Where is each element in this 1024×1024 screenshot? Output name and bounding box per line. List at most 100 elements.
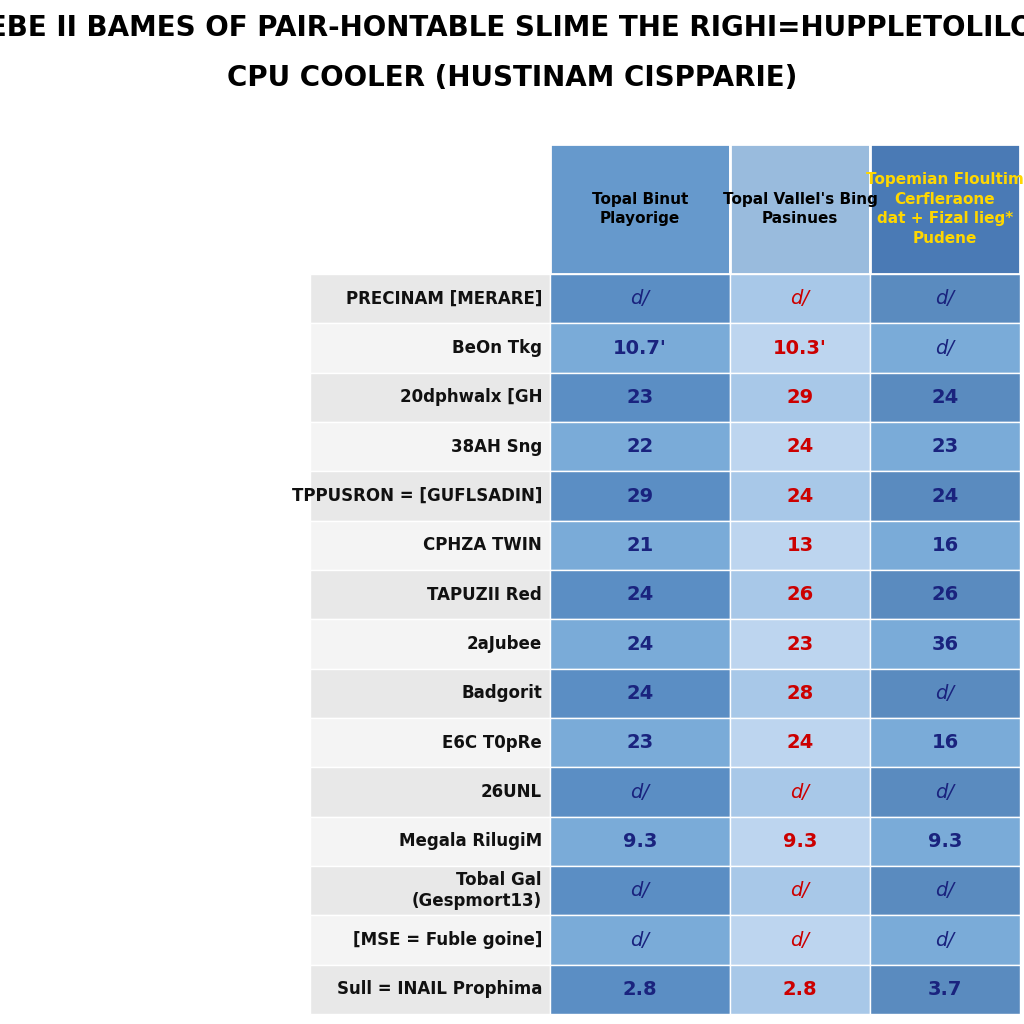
Bar	[310, 866, 550, 915]
Bar	[730, 620, 870, 669]
Bar	[550, 422, 730, 471]
Text: TAPUZII Red: TAPUZII Red	[427, 586, 542, 604]
Bar	[730, 422, 870, 471]
Bar	[730, 570, 870, 620]
Text: CPU COOLER (HUSTINAM CISPPARIE): CPU COOLER (HUSTINAM CISPPARIE)	[226, 63, 798, 92]
Bar	[310, 817, 550, 866]
Text: d/: d/	[631, 931, 649, 949]
Bar	[870, 324, 1020, 373]
Text: 24: 24	[627, 635, 653, 653]
Bar	[550, 274, 730, 324]
Text: TPPUSRON = [GUFLSADIN]: TPPUSRON = [GUFLSADIN]	[292, 487, 542, 505]
Bar	[550, 620, 730, 669]
Bar	[550, 570, 730, 620]
Bar	[550, 324, 730, 373]
Text: 23: 23	[627, 388, 653, 407]
Text: 2.8: 2.8	[623, 980, 657, 998]
Text: Topal Vallel's Bing
Pasinues: Topal Vallel's Bing Pasinues	[723, 191, 878, 226]
Text: 3.7: 3.7	[928, 980, 963, 998]
Text: d/: d/	[791, 289, 810, 308]
Text: CPHZA TWIN: CPHZA TWIN	[423, 537, 542, 554]
Text: 16: 16	[932, 536, 958, 555]
Bar	[870, 373, 1020, 422]
Text: TEBE II BAMES OF PAIR-HONTABLE SLIME THE RIGHI=HUPPLETOLILOR: TEBE II BAMES OF PAIR-HONTABLE SLIME THE…	[0, 14, 1024, 42]
Bar	[870, 620, 1020, 669]
Bar	[870, 965, 1020, 1014]
Text: d/: d/	[936, 931, 954, 949]
Bar	[730, 915, 870, 965]
Bar	[730, 471, 870, 520]
Text: 20dphwalx [GH: 20dphwalx [GH	[399, 388, 542, 407]
Text: 10.7': 10.7'	[613, 339, 667, 357]
Bar	[870, 570, 1020, 620]
Text: PRECINAM [MERARE]: PRECINAM [MERARE]	[346, 290, 542, 307]
Text: d/: d/	[936, 289, 954, 308]
Text: 21: 21	[627, 536, 653, 555]
Text: Sull = INAIL Prophima: Sull = INAIL Prophima	[337, 980, 542, 998]
Text: d/: d/	[791, 931, 810, 949]
Bar	[310, 520, 550, 570]
Bar	[870, 471, 1020, 520]
Bar	[730, 669, 870, 718]
Bar	[310, 718, 550, 767]
Text: 24: 24	[932, 486, 958, 506]
Text: 26: 26	[786, 585, 814, 604]
Bar	[870, 866, 1020, 915]
Bar	[870, 520, 1020, 570]
Text: 26UNL: 26UNL	[481, 783, 542, 801]
Bar	[550, 520, 730, 570]
Text: d/: d/	[936, 882, 954, 900]
Text: 24: 24	[786, 733, 814, 753]
Bar	[870, 274, 1020, 324]
Bar	[730, 144, 870, 274]
Bar	[550, 965, 730, 1014]
Text: E6C T0pRe: E6C T0pRe	[442, 733, 542, 752]
Bar	[550, 767, 730, 817]
Text: d/: d/	[631, 882, 649, 900]
Text: 22: 22	[627, 437, 653, 456]
Bar	[310, 373, 550, 422]
Bar	[730, 373, 870, 422]
Bar	[310, 620, 550, 669]
Text: 10.3': 10.3'	[773, 339, 827, 357]
Bar	[870, 718, 1020, 767]
Bar	[870, 915, 1020, 965]
Text: 24: 24	[627, 684, 653, 702]
Text: 23: 23	[786, 635, 813, 653]
Text: 24: 24	[627, 585, 653, 604]
Text: BeOn Tkg: BeOn Tkg	[452, 339, 542, 357]
Text: 9.3: 9.3	[623, 831, 657, 851]
Text: 9.3: 9.3	[928, 831, 963, 851]
Bar	[870, 422, 1020, 471]
Bar	[310, 767, 550, 817]
Bar	[550, 669, 730, 718]
Text: Topemian Floultim
Cerfleraone
dat + Fizal lieg*
Pudene: Topemian Floultim Cerfleraone dat + Fiza…	[866, 172, 1024, 246]
Bar	[870, 817, 1020, 866]
Bar	[730, 718, 870, 767]
Bar	[870, 669, 1020, 718]
Text: 36: 36	[932, 635, 958, 653]
Text: 28: 28	[786, 684, 814, 702]
Text: 24: 24	[786, 486, 814, 506]
Bar	[730, 965, 870, 1014]
Text: 9.3: 9.3	[782, 831, 817, 851]
Bar	[310, 915, 550, 965]
Text: 38AH Sng: 38AH Sng	[451, 437, 542, 456]
Bar	[870, 144, 1020, 274]
Bar	[730, 817, 870, 866]
Text: 13: 13	[786, 536, 813, 555]
Bar	[730, 767, 870, 817]
Bar	[550, 718, 730, 767]
Text: Badgorit: Badgorit	[461, 684, 542, 702]
Bar	[550, 817, 730, 866]
Text: d/: d/	[936, 339, 954, 357]
Bar	[730, 324, 870, 373]
Text: 26: 26	[932, 585, 958, 604]
Text: 16: 16	[932, 733, 958, 753]
Text: 29: 29	[627, 486, 653, 506]
Text: d/: d/	[791, 782, 810, 802]
Text: 23: 23	[627, 733, 653, 753]
Bar	[730, 274, 870, 324]
Text: d/: d/	[631, 289, 649, 308]
Bar	[310, 324, 550, 373]
